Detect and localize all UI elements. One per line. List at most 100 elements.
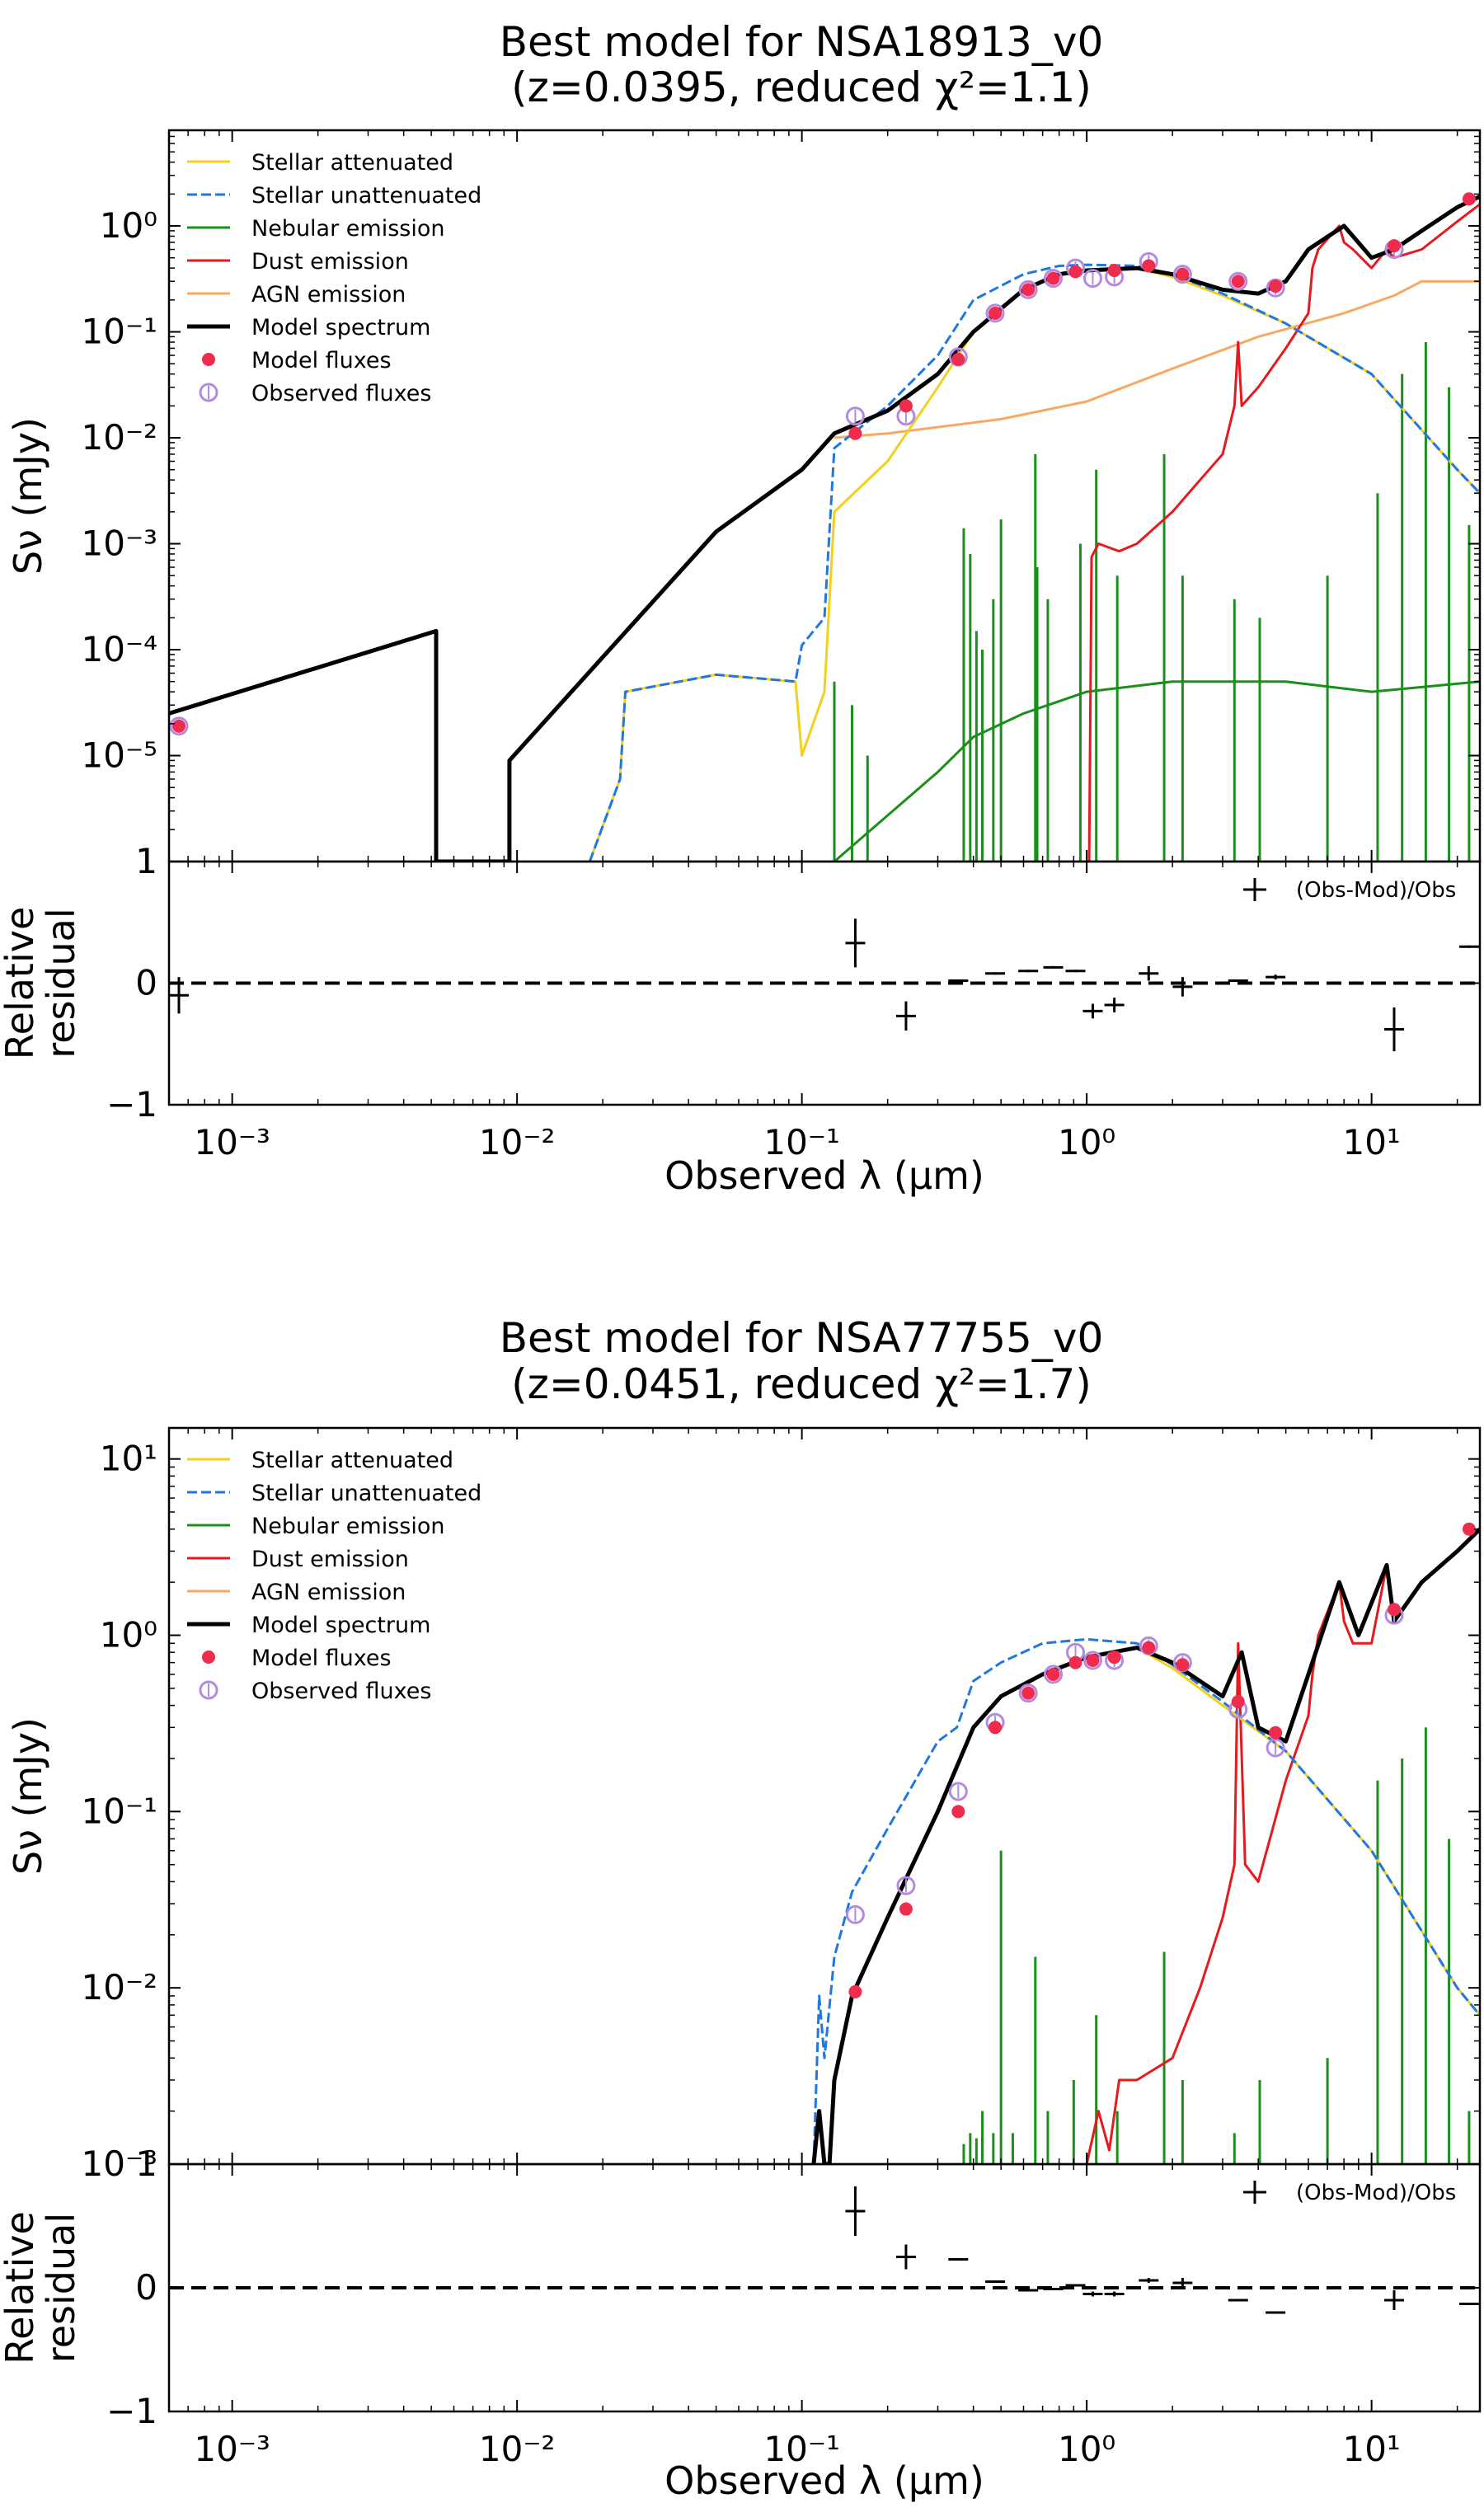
model-flux-point — [1462, 192, 1476, 206]
chart-title: Best model for NSA77755_v0 — [500, 1314, 1104, 1362]
model-flux-point — [1107, 1651, 1121, 1665]
chart-title: Best model for NSA18913_v0 — [500, 18, 1104, 66]
legend-label: AGN emission — [251, 1580, 406, 1605]
y-tick-label: 10⁻² — [82, 417, 157, 458]
observed-flux-point — [1018, 279, 1038, 299]
chart-1: Best model for NSA18913_v0(z=0.0395, red… — [0, 18, 1482, 1198]
residual-y-tick-label: 1 — [135, 841, 157, 881]
x-axis-label: Observed λ (μm) — [665, 2458, 984, 2503]
legend-label: Nebular emission — [251, 1514, 444, 1539]
residual-y-label: residual — [39, 2213, 83, 2363]
series-stellar-unattenuated — [812, 1637, 1480, 2164]
observed-flux-point — [845, 1904, 865, 1924]
legend-swatch — [202, 1651, 215, 1664]
x-tick-label: 10⁻² — [479, 2429, 555, 2469]
model-flux-point — [1269, 1726, 1283, 1740]
x-tick-label: 10⁻³ — [194, 1122, 270, 1162]
residual-y-tick-label: 1 — [135, 2144, 157, 2184]
x-tick-label: 10¹ — [1342, 2429, 1400, 2469]
y-tick-label: 10⁰ — [100, 1614, 157, 1655]
model-flux-point — [1387, 239, 1401, 253]
series-stellar-unattenuated — [588, 263, 1480, 862]
model-flux-point — [1021, 283, 1036, 297]
y-axis-label: Sν (mJy) — [6, 417, 50, 575]
residual-y-label: Relative — [0, 907, 42, 1060]
x-tick-label: 10¹ — [1342, 1122, 1400, 1162]
chart-2: Best model for NSA77755_v0(z=0.0451, red… — [0, 1314, 1482, 2503]
observed-flux-point — [1044, 269, 1064, 289]
legend-label: Observed fluxes — [251, 381, 431, 406]
observed-flux-point — [845, 406, 865, 426]
y-tick-label: 10⁰ — [100, 205, 157, 246]
y-tick-label: 10⁻² — [82, 1967, 157, 2007]
chart-subtitle: (z=0.0451, reduced χ²=1.7) — [511, 1360, 1092, 1408]
legend-label: Observed fluxes — [251, 1679, 431, 1704]
model-flux-point — [1068, 265, 1082, 279]
model-flux-point — [1107, 264, 1121, 278]
model-flux-point — [1269, 279, 1283, 293]
y-axis-label: Sν (mJy) — [6, 1717, 50, 1875]
y-tick-label: 10⁻¹ — [82, 1791, 157, 1831]
observed-flux-point — [896, 1876, 916, 1895]
model-flux-point — [1176, 267, 1190, 281]
observed-flux-point — [1082, 1651, 1102, 1670]
observed-flux-point — [169, 716, 189, 736]
y-tick-label: 10⁻³ — [82, 524, 157, 564]
model-flux-point — [1231, 1695, 1245, 1709]
residual-y-tick-label: 0 — [135, 2267, 157, 2308]
observed-flux-point — [1018, 1683, 1038, 1703]
model-flux-point — [1176, 1658, 1190, 1672]
model-flux-point — [951, 1805, 965, 1819]
model-flux-point — [848, 1984, 862, 1998]
x-tick-label: 10⁰ — [1058, 1122, 1115, 1162]
legend-label: Stellar attenuated — [251, 150, 453, 176]
model-flux-point — [1142, 1641, 1156, 1655]
legend-label: Dust emission — [251, 1547, 409, 1572]
model-flux-point — [172, 719, 186, 733]
legend-label: Model spectrum — [251, 1613, 430, 1638]
series-stellar-attenuated — [812, 1646, 1480, 2164]
model-flux-point — [1387, 1603, 1401, 1617]
y-tick-label: 10⁻¹ — [82, 312, 157, 352]
y-tick-label: 10⁻³ — [82, 2144, 157, 2184]
observed-flux-point — [948, 1782, 968, 1801]
model-flux-point — [1046, 271, 1060, 285]
series-dust-emission — [1087, 203, 1480, 862]
model-flux-point — [848, 426, 862, 440]
series-model-spectrum — [811, 1527, 1480, 2164]
series-dust-emission — [1085, 1528, 1480, 2164]
observed-flux-point — [1266, 1738, 1285, 1758]
residual-y-tick-label: −1 — [106, 2391, 157, 2431]
model-flux-point — [899, 399, 913, 413]
observed-flux-point — [1228, 271, 1248, 291]
residual-legend-label: (Obs-Mod)/Obs — [1296, 2181, 1456, 2205]
model-flux-point — [1046, 1667, 1060, 1681]
model-flux-point — [1231, 275, 1245, 289]
y-tick-label: 10⁻⁴ — [82, 629, 157, 669]
series-agn-emission — [834, 279, 1480, 439]
x-tick-label: 10⁻¹ — [763, 2429, 839, 2469]
x-tick-label: 10⁻³ — [194, 2429, 270, 2469]
residual-y-tick-label: −1 — [106, 1084, 157, 1125]
x-axis-label: Observed λ (μm) — [665, 1153, 984, 1198]
plot-area — [811, 1522, 1480, 2164]
model-flux-point — [899, 1902, 913, 1916]
model-flux-point — [989, 306, 1003, 320]
model-flux-point — [1142, 259, 1156, 273]
model-flux-point — [1068, 1655, 1082, 1669]
residual-legend-label: (Obs-Mod)/Obs — [1296, 878, 1456, 903]
y-tick-label: 10⁻⁵ — [82, 735, 157, 776]
legend-swatch — [199, 383, 218, 402]
chart-subtitle: (z=0.0395, reduced χ²=1.1) — [511, 63, 1092, 111]
series-nebular-emission — [834, 680, 1480, 862]
model-flux-point — [951, 352, 965, 366]
legend-label: Nebular emission — [251, 216, 444, 242]
model-flux-point — [1462, 1522, 1476, 1536]
residual-y-label: Relative — [0, 2211, 42, 2364]
legend-label: AGN emission — [251, 282, 406, 308]
x-tick-label: 10⁻² — [479, 1122, 555, 1162]
x-tick-label: 10⁰ — [1058, 2429, 1115, 2469]
residual-y-label: residual — [39, 908, 83, 1058]
x-tick-label: 10⁻¹ — [763, 1122, 839, 1162]
